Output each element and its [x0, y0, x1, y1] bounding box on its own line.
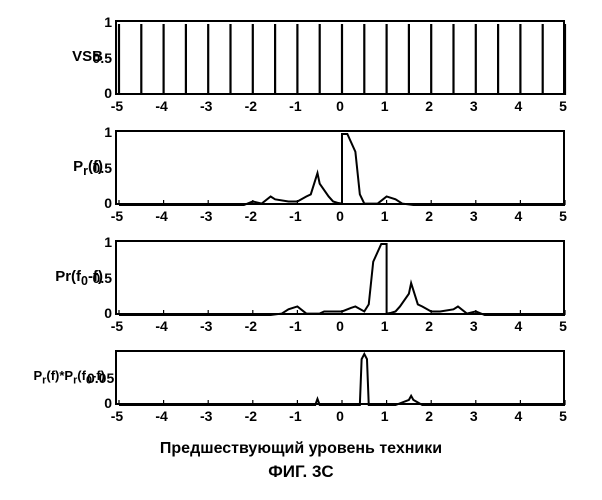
plot-prfmirror [117, 242, 567, 317]
ytick-prfmirror-2: 1 [87, 235, 112, 249]
xtick-product--1: -1 [285, 408, 305, 424]
xtick-prf--2: -2 [241, 208, 261, 224]
xtick-prf--1: -1 [285, 208, 305, 224]
plot-prf [117, 132, 567, 207]
panel-prfmirror [115, 240, 565, 315]
xtick-prf--4: -4 [152, 208, 172, 224]
ytick-vsb-1: 0.5 [87, 51, 112, 65]
xtick-product-1: 1 [375, 408, 395, 424]
xtick-prfmirror--5: -5 [107, 318, 127, 334]
xtick-prf-5: 5 [553, 208, 573, 224]
ytick-prfmirror-1: 0.5 [87, 271, 112, 285]
xtick-prf--5: -5 [107, 208, 127, 224]
xtick-prf-4: 4 [508, 208, 528, 224]
xtick-prf-0: 0 [330, 208, 350, 224]
plot-vsb [117, 22, 567, 97]
xtick-prfmirror-1: 1 [375, 318, 395, 334]
xtick-prfmirror-3: 3 [464, 318, 484, 334]
xtick-vsb-0: 0 [330, 98, 350, 114]
panel-product [115, 350, 565, 405]
xtick-vsb--4: -4 [152, 98, 172, 114]
xtick-prfmirror-0: 0 [330, 318, 350, 334]
xtick-product-0: 0 [330, 408, 350, 424]
xtick-vsb-2: 2 [419, 98, 439, 114]
xtick-prf--3: -3 [196, 208, 216, 224]
xtick-vsb-5: 5 [553, 98, 573, 114]
xtick-vsb--2: -2 [241, 98, 261, 114]
xtick-product-4: 4 [508, 408, 528, 424]
plot-product [117, 352, 567, 407]
xtick-product-5: 5 [553, 408, 573, 424]
xtick-product--5: -5 [107, 408, 127, 424]
xtick-vsb--5: -5 [107, 98, 127, 114]
ytick-prf-1: 0.5 [87, 161, 112, 175]
xtick-prfmirror-2: 2 [419, 318, 439, 334]
xtick-vsb-3: 3 [464, 98, 484, 114]
xtick-product--3: -3 [196, 408, 216, 424]
xtick-prfmirror--2: -2 [241, 318, 261, 334]
xtick-prf-2: 2 [419, 208, 439, 224]
xtick-vsb--3: -3 [196, 98, 216, 114]
xtick-product--2: -2 [241, 408, 261, 424]
xtick-prfmirror--3: -3 [196, 318, 216, 334]
xtick-prfmirror-4: 4 [508, 318, 528, 334]
xtick-vsb--1: -1 [285, 98, 305, 114]
panel-vsb [115, 20, 565, 95]
ytick-prf-2: 1 [87, 125, 112, 139]
xtick-vsb-4: 4 [508, 98, 528, 114]
xtick-product--4: -4 [152, 408, 172, 424]
xtick-prfmirror--1: -1 [285, 318, 305, 334]
xtick-product-3: 3 [464, 408, 484, 424]
xtick-vsb-1: 1 [375, 98, 395, 114]
ytick-product-1: 0.05 [87, 371, 112, 385]
xtick-prfmirror--4: -4 [152, 318, 172, 334]
figure-number: ФИГ. 3C [0, 462, 602, 482]
xtick-prf-3: 3 [464, 208, 484, 224]
ytick-vsb-2: 1 [87, 15, 112, 29]
xtick-product-2: 2 [419, 408, 439, 424]
xtick-prf-1: 1 [375, 208, 395, 224]
caption-prior-art: Предшествующий уровень техники [0, 440, 602, 458]
panel-prf [115, 130, 565, 205]
xtick-prfmirror-5: 5 [553, 318, 573, 334]
